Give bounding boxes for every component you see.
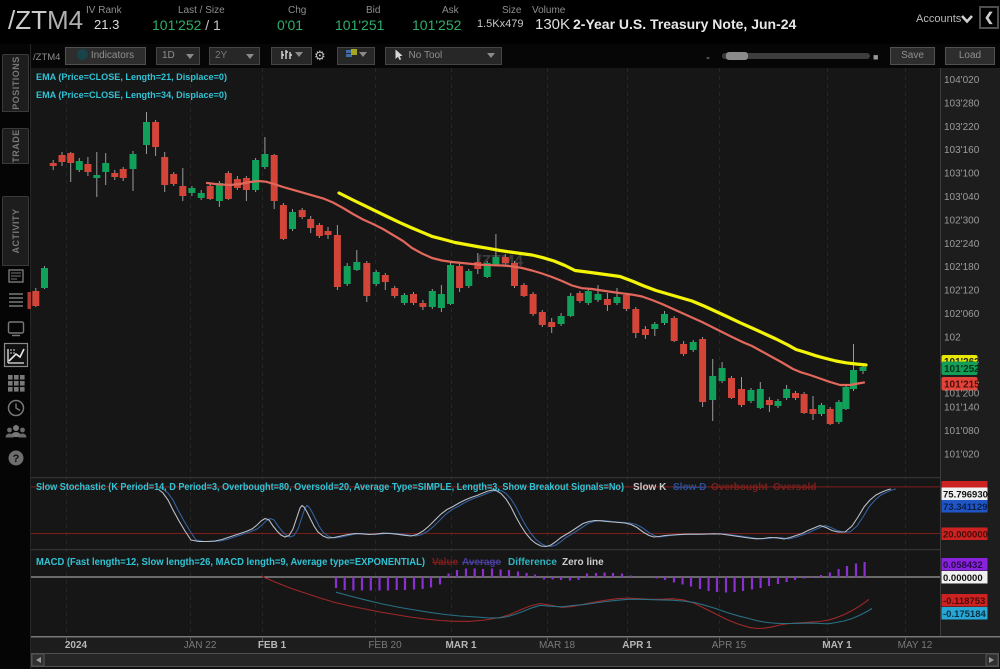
svg-text:Slow D: Slow D bbox=[673, 482, 706, 493]
svg-text:MAR 1: MAR 1 bbox=[445, 640, 477, 651]
svg-text:103'280: 103'280 bbox=[944, 98, 980, 109]
svg-text:?: ? bbox=[13, 453, 20, 465]
svg-text:FEB 20: FEB 20 bbox=[368, 640, 402, 651]
svg-text:102'060: 102'060 bbox=[944, 309, 980, 320]
svg-text:20.000000: 20.000000 bbox=[943, 530, 988, 541]
svg-text:101'252: 101'252 bbox=[944, 364, 980, 375]
svg-text:APR 1: APR 1 bbox=[622, 640, 652, 651]
svg-text:FEB 1: FEB 1 bbox=[258, 640, 287, 651]
svg-text:101'140: 101'140 bbox=[944, 403, 980, 414]
svg-text:2024: 2024 bbox=[65, 640, 88, 651]
svg-text:103'220: 103'220 bbox=[944, 122, 980, 133]
svg-text:101'200: 101'200 bbox=[944, 389, 980, 400]
svg-text:102'180: 102'180 bbox=[944, 262, 980, 273]
svg-text:102'240: 102'240 bbox=[944, 239, 980, 250]
svg-text:102'300: 102'300 bbox=[944, 215, 980, 226]
svg-text:EMA (Price=CLOSE, Length=34, D: EMA (Price=CLOSE, Length=34, Displace=0) bbox=[36, 90, 227, 101]
svg-text:104'020: 104'020 bbox=[944, 75, 980, 86]
svg-text:101'020: 101'020 bbox=[944, 449, 980, 460]
svg-text:103'100: 103'100 bbox=[944, 169, 980, 180]
svg-text:Zero line: Zero line bbox=[562, 557, 604, 568]
svg-text:101'215: 101'215 bbox=[944, 380, 980, 391]
svg-text:Difference: Difference bbox=[508, 557, 557, 568]
svg-text:73.341129: 73.341129 bbox=[943, 502, 987, 513]
svg-text:102'120: 102'120 bbox=[944, 286, 980, 297]
svg-text:Value: Value bbox=[432, 557, 459, 568]
svg-text:103'160: 103'160 bbox=[944, 145, 980, 156]
svg-text:0.058432: 0.058432 bbox=[943, 560, 983, 571]
svg-text:MACD (Fast length=12, Slow len: MACD (Fast length=12, Slow length=26, MA… bbox=[36, 557, 425, 568]
svg-text:Overbought: Overbought bbox=[711, 482, 768, 493]
svg-text:Average: Average bbox=[462, 557, 502, 568]
svg-text:MAY 12: MAY 12 bbox=[898, 640, 933, 651]
svg-text:-0.118753: -0.118753 bbox=[943, 596, 985, 607]
svg-text:APR 15: APR 15 bbox=[712, 640, 747, 651]
svg-text:MAR 18: MAR 18 bbox=[539, 640, 576, 651]
svg-text:JAN 22: JAN 22 bbox=[184, 640, 217, 651]
svg-text:0.000000: 0.000000 bbox=[943, 573, 983, 584]
svg-text:102: 102 bbox=[944, 332, 961, 343]
svg-text:75.796930: 75.796930 bbox=[943, 490, 988, 501]
svg-text:EMA (Price=CLOSE, Length=21, D: EMA (Price=CLOSE, Length=21, Displace=0) bbox=[36, 72, 227, 83]
svg-text:Slow K: Slow K bbox=[633, 482, 667, 493]
svg-text:103'040: 103'040 bbox=[944, 192, 980, 203]
svg-text:Slow Stochastic (K Period=14,: Slow Stochastic (K Period=14, D Period=3… bbox=[36, 482, 624, 493]
svg-text:-0.175184: -0.175184 bbox=[943, 609, 987, 620]
svg-text:Oversold: Oversold bbox=[773, 482, 816, 493]
svg-text:MAY 1: MAY 1 bbox=[822, 640, 852, 651]
svg-text:101'080: 101'080 bbox=[944, 426, 980, 437]
